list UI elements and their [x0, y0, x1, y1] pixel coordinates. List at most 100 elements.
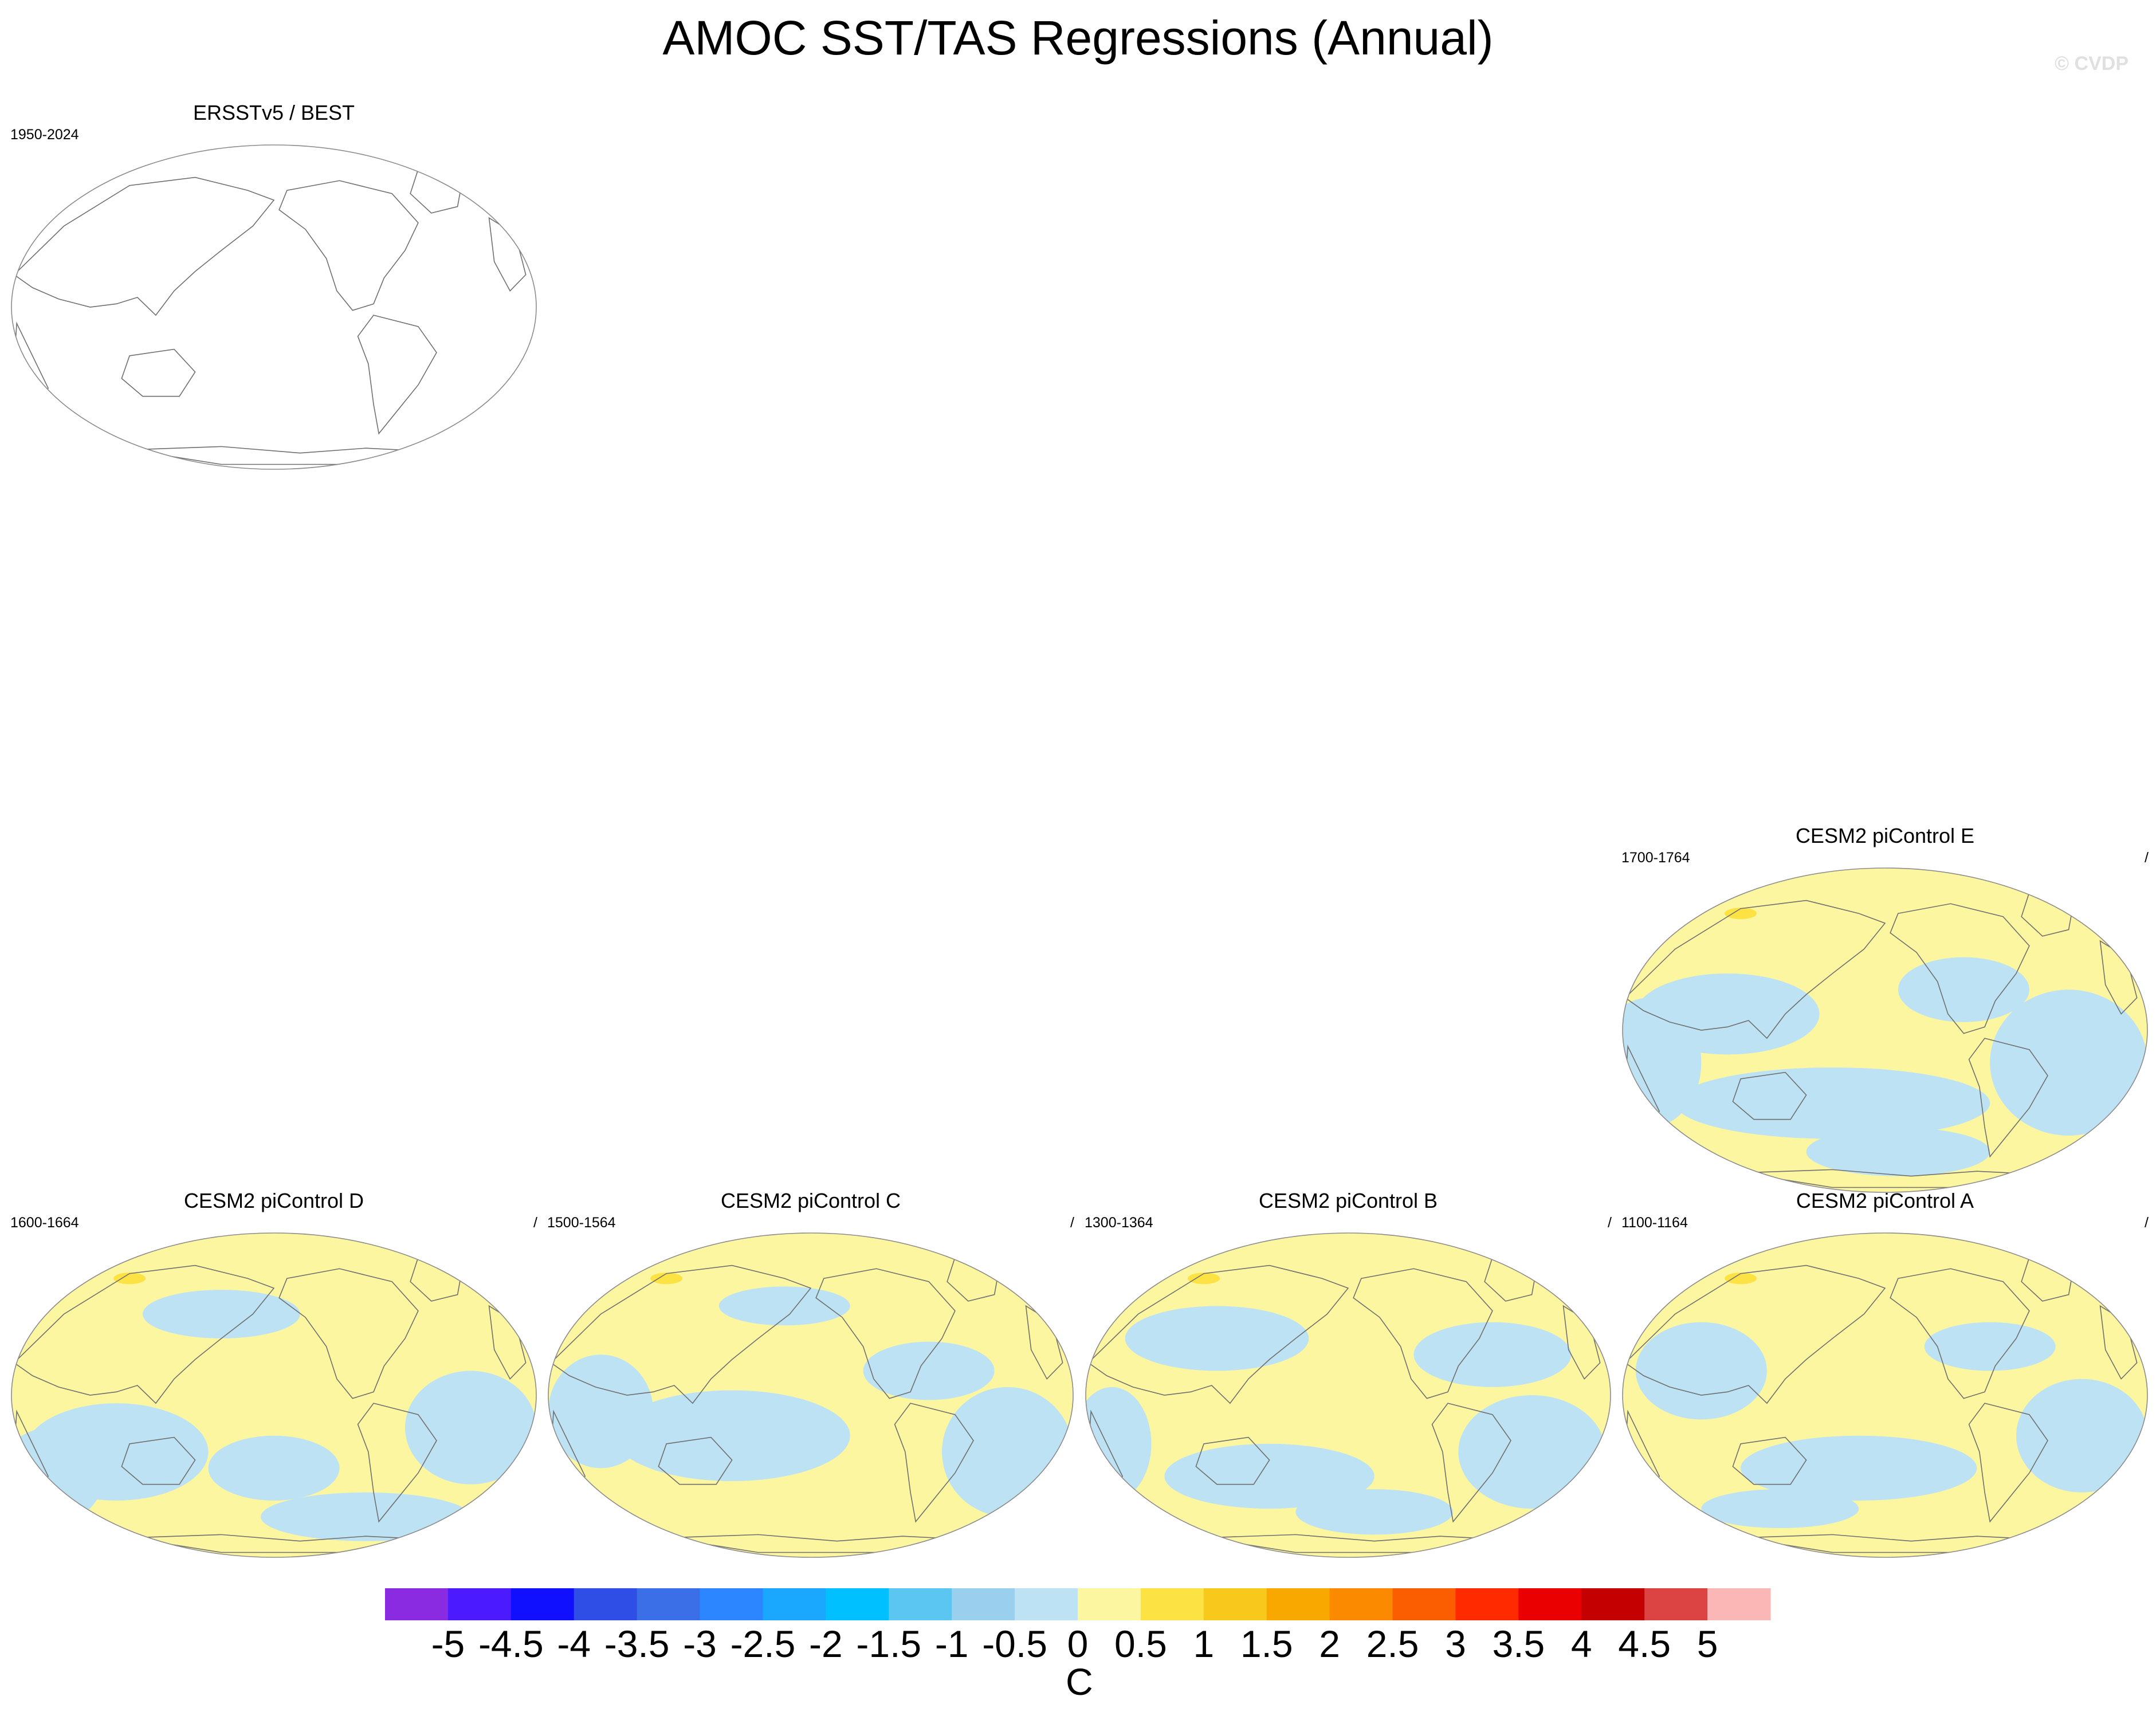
colorbar-tick-label: 0.5	[1114, 1623, 1167, 1665]
negative-anomaly-region	[614, 1390, 850, 1481]
colorbar-tick-label: 1	[1193, 1623, 1215, 1665]
map-border	[1622, 867, 2148, 1193]
colorbar-tick-label: -3.5	[604, 1623, 670, 1665]
coastline	[13, 176, 275, 316]
colorbar-swatch	[1329, 1588, 1393, 1620]
panel-title: CESM2 piControl C	[720, 1189, 901, 1212]
negative-anomaly-region	[11, 1427, 104, 1525]
coastline	[815, 1268, 956, 1399]
colorbar-tick-label: -2	[809, 1623, 843, 1665]
colorbar-swatch	[700, 1588, 763, 1620]
colorbar-tick-label: -3	[683, 1623, 717, 1665]
colorbar-swatch	[889, 1588, 952, 1620]
coastline	[13, 321, 49, 409]
colorbar-tick-label: -2.5	[730, 1623, 796, 1665]
negative-anomaly-region	[1413, 1322, 1572, 1387]
negative-anomaly-region	[405, 1371, 536, 1485]
coastline	[357, 315, 437, 435]
coastline	[278, 1268, 419, 1399]
panel-slash: /	[533, 1215, 537, 1231]
coastline	[410, 168, 464, 214]
map-border	[11, 144, 537, 470]
colorbar-swatch	[447, 1588, 512, 1620]
map-panel-picontrol-b: CESM2 piControl B 1300-1364 /	[1085, 1189, 1612, 1558]
panel-title: CESM2 piControl B	[1258, 1189, 1438, 1212]
colorbar-swatch	[763, 1588, 826, 1620]
panel-title: ERSSTv5 / BEST	[193, 101, 355, 124]
negative-anomaly-region	[1806, 1127, 1990, 1176]
colorbar-swatch	[1266, 1588, 1330, 1620]
colorbar-swatch	[1644, 1588, 1708, 1620]
panel-slash: /	[1608, 1215, 1612, 1231]
negative-anomaly-region	[718, 1286, 850, 1326]
coastline	[1968, 1403, 2048, 1523]
coastline	[129, 446, 431, 465]
colorbar-swatch	[1140, 1588, 1204, 1620]
coastline	[1732, 1436, 1807, 1485]
coastline	[1732, 1071, 1807, 1120]
map-projection	[548, 1232, 1074, 1558]
map-panel-picontrol-e: CESM2 piControl E 1700-1764 /	[1621, 824, 2149, 1193]
colorbar-tick-label: -1.5	[856, 1623, 922, 1665]
map-projection	[11, 1232, 537, 1558]
positive-anomaly-region	[650, 1273, 683, 1285]
map-panel-picontrol-a: CESM2 piControl A 1100-1164 /	[1621, 1189, 2149, 1558]
negative-anomaly-region	[1701, 1489, 1859, 1529]
coastline	[658, 1436, 733, 1485]
colorbar-swatch	[1455, 1588, 1519, 1620]
colorbar-tick-label: 1.5	[1240, 1623, 1293, 1665]
colorbar-swatch	[637, 1588, 701, 1620]
panel-slash: /	[1070, 1215, 1074, 1231]
negative-anomaly-region	[143, 1290, 300, 1338]
colorbar-swatch	[1707, 1588, 1771, 1620]
map-panel-picontrol-d: CESM2 piControl D 1600-1664 /	[10, 1189, 537, 1558]
colorbar-swatch	[1078, 1588, 1141, 1620]
panel-period: 1700-1764	[1621, 850, 1690, 866]
colorbar-swatch	[385, 1588, 449, 1620]
coastline	[1431, 1403, 1511, 1523]
negative-anomaly-region	[1125, 1306, 1309, 1371]
colorbar-swatch	[1015, 1588, 1078, 1620]
map-projection	[11, 144, 537, 470]
coastline	[1624, 900, 1886, 1039]
colorbar-tick-label: 3	[1445, 1623, 1466, 1665]
coastline	[278, 180, 419, 311]
colorbar-swatch	[574, 1588, 638, 1620]
colorbar-tick-label: 5	[1696, 1623, 1718, 1665]
colorbar-tick-label: -4	[557, 1623, 591, 1665]
colorbar-tick-label: 2	[1319, 1623, 1340, 1665]
colorbar-tick-label: 0	[1067, 1623, 1089, 1665]
coastline	[550, 1265, 812, 1404]
negative-anomaly-region	[261, 1492, 471, 1541]
coastline	[1624, 1265, 1886, 1404]
negative-anomaly-region	[1898, 957, 2029, 1022]
panel-title: CESM2 piControl E	[1795, 824, 1975, 847]
colorbar-swatch	[1392, 1588, 1456, 1620]
negative-anomaly-region	[208, 1435, 340, 1501]
coastline	[894, 1403, 974, 1523]
negative-anomaly-region	[1458, 1395, 1605, 1509]
negative-anomaly-region	[1086, 1387, 1152, 1501]
panel-slash: /	[2145, 850, 2149, 866]
map-panel-picontrol-c: CESM2 piControl C 1500-1564 /	[547, 1189, 1074, 1558]
panel-title: CESM2 piControl A	[1796, 1189, 1974, 1212]
coastline	[1890, 1268, 2030, 1399]
coastline	[1353, 1268, 1493, 1399]
negative-anomaly-region	[1924, 1322, 2056, 1371]
colorbar-swatch	[510, 1588, 575, 1620]
colorbar-swatch	[952, 1588, 1015, 1620]
coastline	[1087, 1265, 1349, 1404]
map-projection	[1085, 1232, 1611, 1558]
negative-anomaly-region	[1164, 1443, 1375, 1509]
colorbar-tick-label: 4.5	[1618, 1623, 1671, 1665]
coastline	[1890, 903, 2030, 1034]
colorbar-swatch	[1581, 1588, 1645, 1620]
panel-period: 1300-1364	[1085, 1215, 1153, 1231]
colorbar-tick-label: -4.5	[478, 1623, 544, 1665]
colorbar-tick-label: 3.5	[1492, 1623, 1545, 1665]
negative-anomaly-region	[1623, 998, 1702, 1128]
colorbar-units: C	[1066, 1660, 1093, 1703]
map-panel-observations: ERSSTv5 / BEST 1950-2024	[10, 101, 537, 470]
negative-anomaly-region	[863, 1341, 995, 1400]
positive-anomaly-region	[1725, 908, 1757, 920]
